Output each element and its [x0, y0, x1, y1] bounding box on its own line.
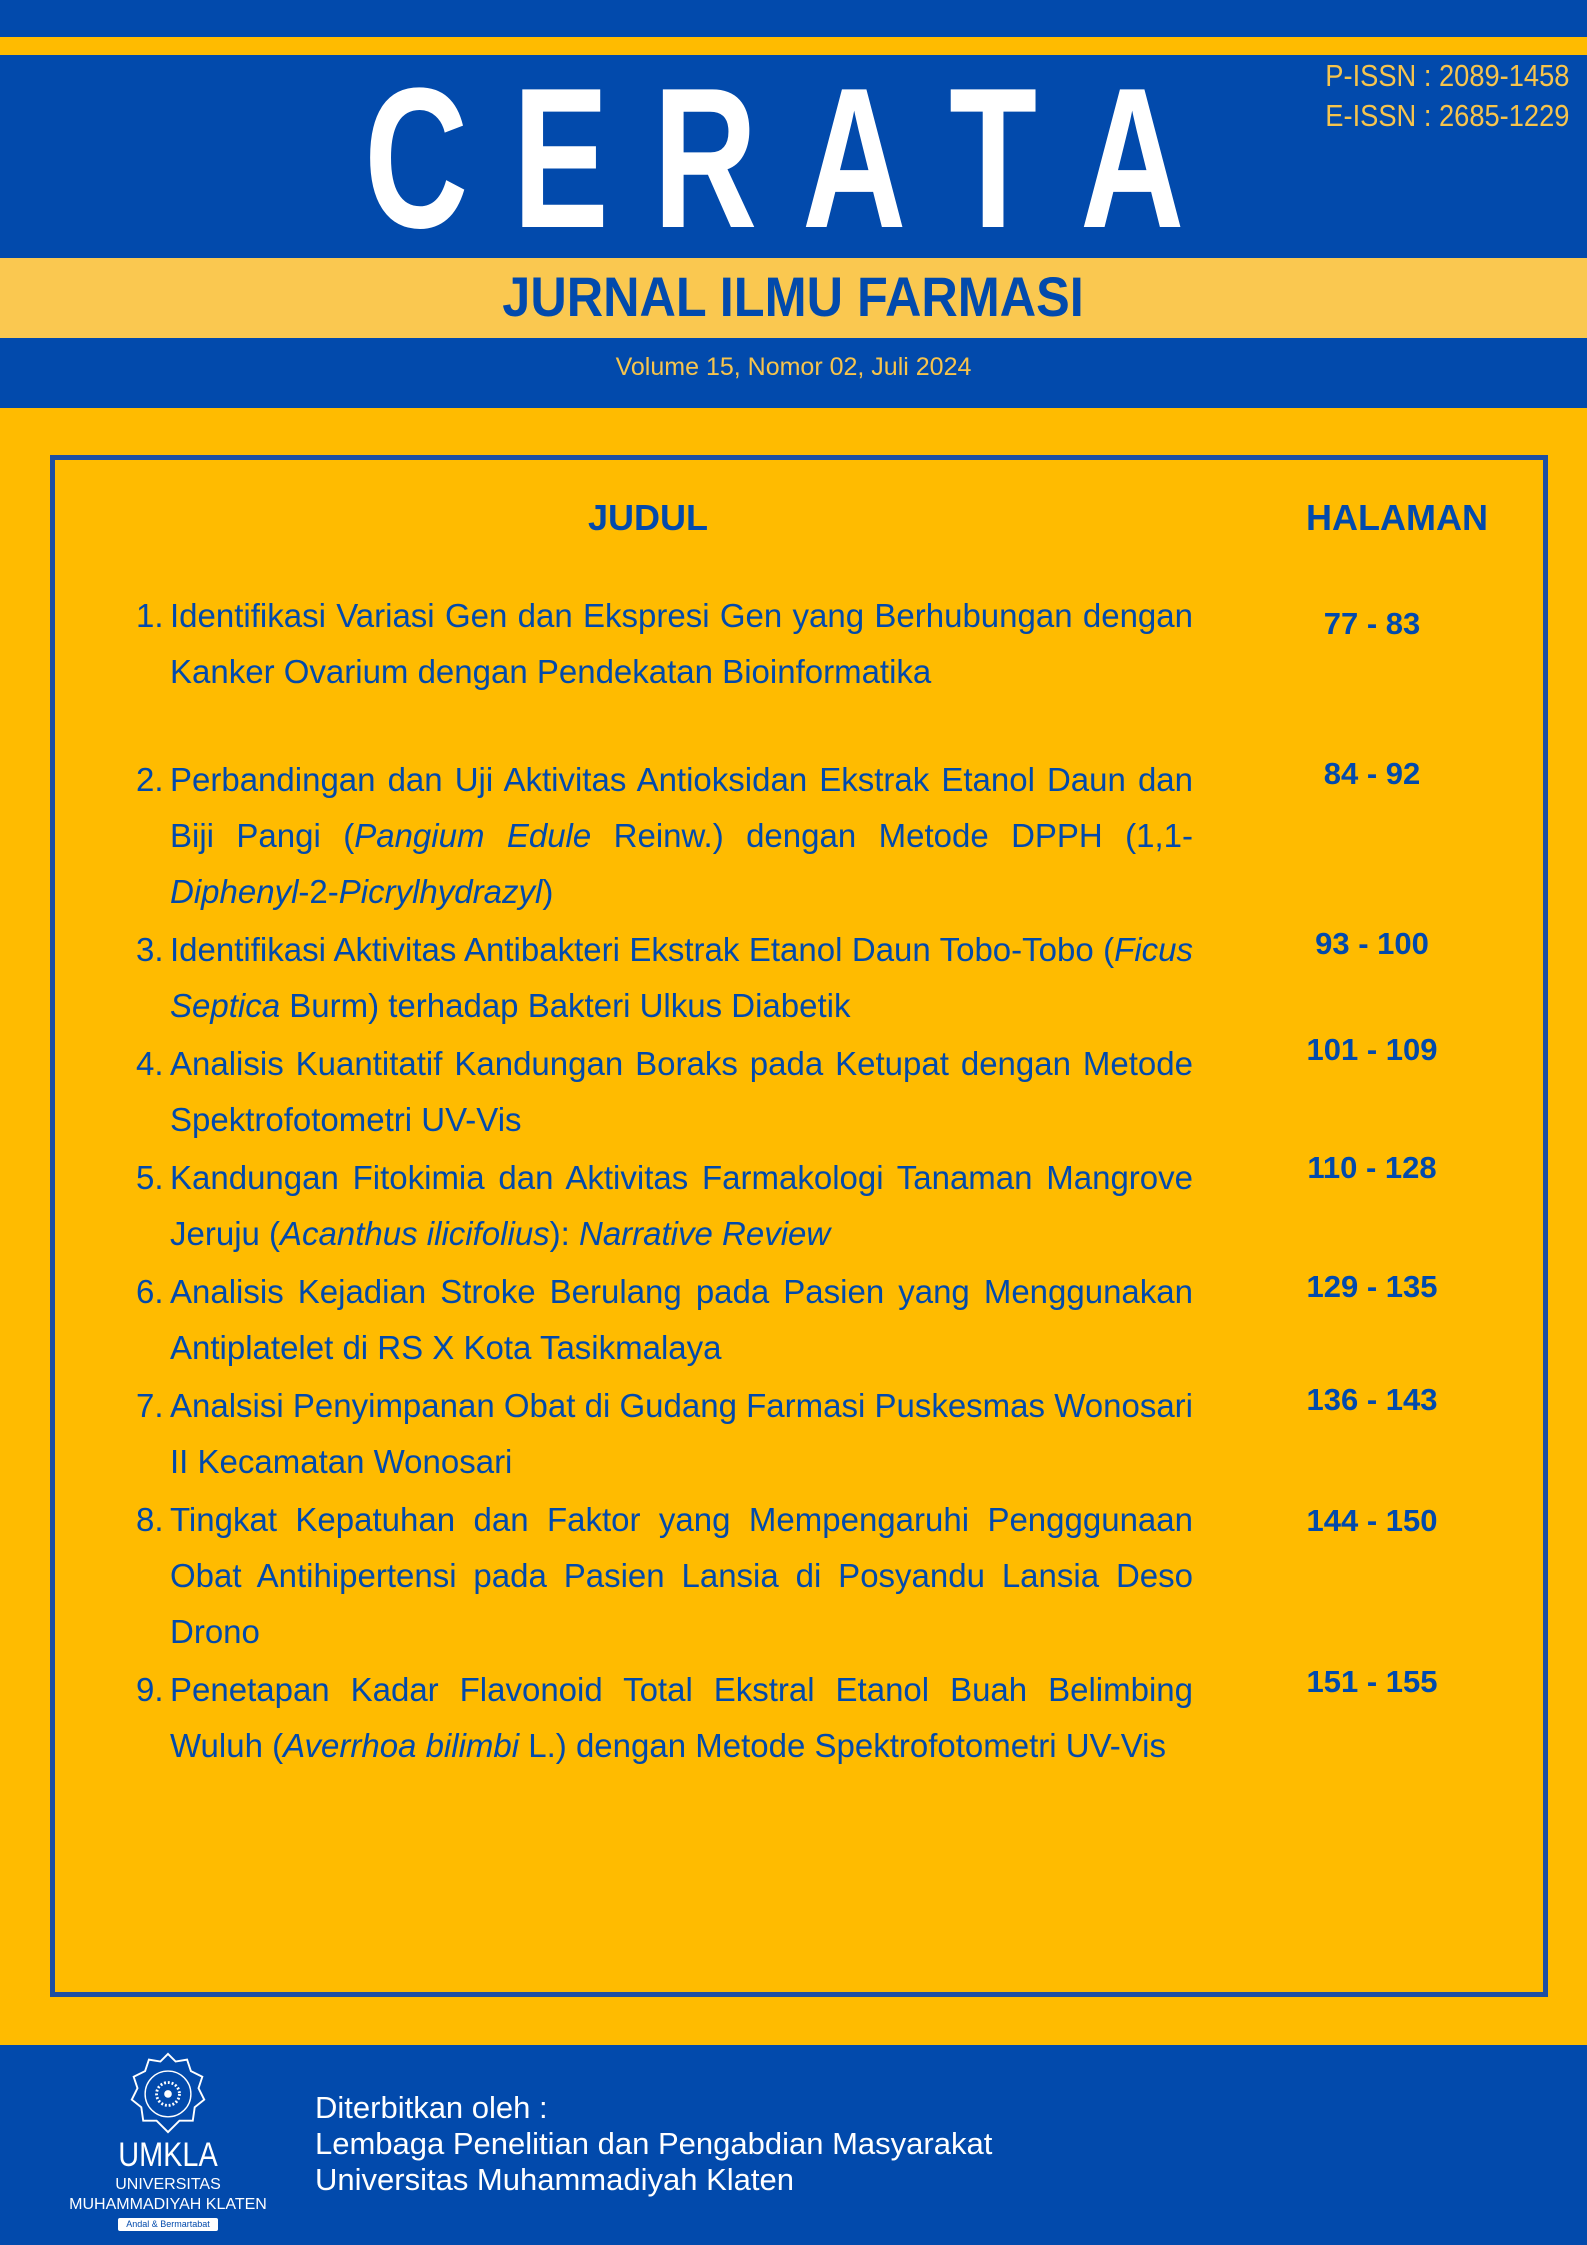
italic-segment: Pangium Edule [354, 817, 592, 854]
title-segment: L.) dengan Metode Spektrofotometri UV-Vi… [519, 1727, 1167, 1764]
item-pages: 93 - 100 [1315, 926, 1429, 961]
logo-line-2: MUHAMMADIYAH KLATEN [69, 2196, 267, 2213]
title-letter: R [652, 47, 757, 270]
item-number: 5. [136, 1159, 164, 1196]
journal-subtitle: JURNAL ILMU FARMASI [0, 262, 1587, 332]
toc-item: 5. Kandungan Fitokimia dan Aktivitas Farm… [136, 1150, 1193, 1262]
item-number: 7. [136, 1387, 164, 1424]
item-title: Penetapan Kadar Flavonoid Total Ekstral … [170, 1662, 1193, 1774]
yellow-stripe [0, 37, 1587, 55]
logo-motto: Andal & Bermartabat [118, 2218, 218, 2231]
italic-segment: Picrylhydrazyl [338, 873, 543, 910]
item-title: Identifikasi Aktivitas Antibakteri Ekstr… [170, 922, 1193, 1034]
toc-item: 9. Penetapan Kadar Flavonoid Total Ekstra… [136, 1662, 1193, 1774]
italic-segment: Averrhoa bilimbi [283, 1727, 520, 1764]
title-letter: E [512, 47, 609, 270]
publisher-line-2: Universitas Muhammadiyah Klaten [315, 2162, 794, 2197]
logo-name: UMKLA [118, 2136, 218, 2174]
title-segment: ) [542, 873, 554, 910]
item-title: Identifikasi Variasi Gen dan Ekspresi Ge… [170, 588, 1193, 700]
title-letter: A [1079, 47, 1184, 270]
toc-item: 6. Analisis Kejadian Stroke Berulang pada… [136, 1264, 1193, 1376]
title-segment: Reinw.) dengan Metode DPPH (1,1- [591, 817, 1193, 854]
item-pages: 77 - 83 [1323, 606, 1421, 641]
item-pages: 101 - 109 [1306, 1032, 1438, 1067]
col-title-header: JUDUL [587, 497, 708, 538]
item-number: 9. [136, 1671, 164, 1708]
italic-segment: Acanthus ilicifolius [280, 1215, 550, 1252]
item-number: 8. [136, 1501, 164, 1538]
item-number: 3. [136, 931, 164, 968]
p-issn: P-ISSN : 2089-1458 [1324, 58, 1569, 93]
toc-item: 7. Analsisi Penyimpanan Obat di Gudang Fa… [136, 1378, 1193, 1490]
title-segment: Perbandingan dan Uji Aktivitas Antioksid… [170, 761, 1193, 854]
italic-segment: Diphenyl [170, 873, 299, 910]
item-pages: 84 - 92 [1323, 756, 1421, 791]
item-pages: 151 - 155 [1306, 1664, 1438, 1699]
item-pages: 136 - 143 [1306, 1382, 1438, 1417]
title-segment: ): [549, 1215, 579, 1252]
title-letter: T [949, 47, 1038, 270]
title-segment: Kandungan Fitokimia dan Aktivitas Farmak… [170, 1159, 1193, 1252]
title-segment: Identifikasi Aktivitas Antibakteri Ekstr… [170, 931, 1115, 968]
title-segment: Analsisi Penyimpanan Obat di Gudang Farm… [170, 1387, 1193, 1480]
item-title: Tingkat Kepatuhan dan Faktor yang Mempen… [170, 1492, 1193, 1660]
title-segment: Analisis Kejadian Stroke Berulang pada P… [170, 1273, 1193, 1366]
item-number: 1. [136, 597, 164, 634]
item-pages: 144 - 150 [1306, 1503, 1438, 1538]
item-number: 2. [136, 761, 164, 798]
title-segment: Identifikasi Variasi Gen dan Ekspresi Ge… [170, 597, 1193, 690]
e-issn: E-ISSN : 2685-1229 [1324, 98, 1569, 133]
item-number: 4. [136, 1045, 164, 1082]
italic-segment: Narrative Review [579, 1215, 831, 1252]
masthead [0, 55, 1587, 258]
title-segment: Analisis Kuantitatif Kandungan Boraks pa… [170, 1045, 1193, 1138]
item-pages: 129 - 135 [1306, 1269, 1438, 1304]
title-segment: Penetapan Kadar Flavonoid Total Ekstral … [170, 1671, 1193, 1764]
col-pages-header: HALAMAN [1306, 497, 1488, 538]
volume-band [0, 338, 1587, 408]
title-segment: Tingkat Kepatuhan dan Faktor yang Mempen… [170, 1501, 1193, 1650]
subtitle-text: JURNAL ILMU FARMASI [502, 265, 1085, 328]
footer [0, 2045, 1587, 2245]
item-title: Analsisi Penyimpanan Obat di Gudang Farm… [170, 1378, 1193, 1490]
journal-title: C E R A T A [344, 47, 1204, 270]
toc-item: 3. Identifikasi Aktivitas Antibakteri Eks… [136, 922, 1193, 1034]
publisher-line-1: Lembaga Penelitian dan Pengabdian Masyar… [315, 2126, 993, 2161]
title-segment: Burm) terhadap Bakteri Ulkus Diabetik [280, 987, 851, 1024]
italic-segment: Ficus Septica [170, 931, 1193, 1024]
item-title: Kandungan Fitokimia dan Aktivitas Farmak… [170, 1150, 1193, 1262]
item-title: Perbandingan dan Uji Aktivitas Antioksid… [170, 752, 1193, 920]
item-title: Analisis Kuantitatif Kandungan Boraks pa… [170, 1036, 1193, 1148]
university-seal-icon [130, 2052, 206, 2134]
item-number: 6. [136, 1273, 164, 1310]
published-label: Diterbitkan oleh : [315, 2090, 548, 2125]
title-letter: A [802, 47, 907, 270]
toc-item: 2. Perbandingan dan Uji Aktivitas Antioks… [136, 752, 1193, 920]
title-segment: -2- [298, 873, 339, 910]
toc-item: 8. Tingkat Kepatuhan dan Faktor yang Memp… [136, 1492, 1193, 1660]
volume-info: Volume 15, Nomor 02, Juli 2024 [615, 353, 972, 381]
item-pages: 110 - 128 [1307, 1150, 1437, 1185]
toc-box [50, 455, 1548, 1997]
item-title: Analisis Kejadian Stroke Berulang pada P… [170, 1264, 1193, 1376]
logo-line-1: UNIVERSITAS [115, 2176, 221, 2193]
toc-item: 1. Identifikasi Variasi Gen dan Ekspresi … [136, 588, 1193, 700]
subtitle-band [0, 258, 1587, 338]
toc-item: 4. Analisis Kuantitatif Kandungan Boraks … [136, 1036, 1193, 1148]
top-band [0, 0, 1587, 37]
title-letter: C [364, 47, 469, 270]
